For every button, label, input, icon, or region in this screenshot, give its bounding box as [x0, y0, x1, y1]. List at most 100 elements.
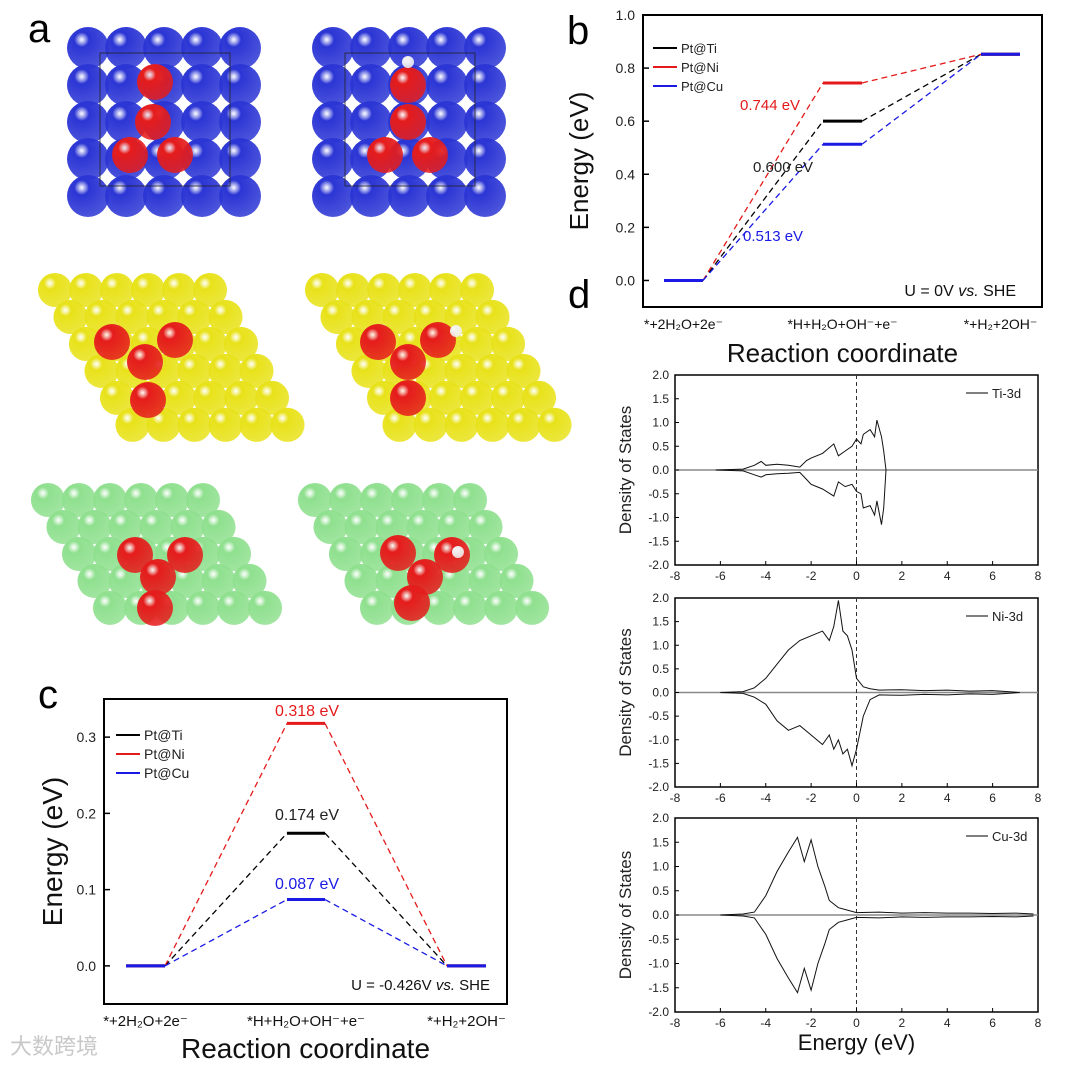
panel-label-d: d: [568, 273, 590, 317]
y-tick-label: 0.0: [652, 908, 669, 922]
pt-atom: [157, 322, 193, 358]
ni-atom: [397, 272, 433, 308]
pt-atom: [380, 535, 416, 571]
ti-atom: [67, 138, 109, 180]
ni-atom: [506, 353, 541, 388]
ti-atom: [219, 101, 261, 143]
x-tick-label: 2: [899, 791, 906, 805]
ni-atom: [115, 299, 150, 335]
y-tick-label: 0.0: [77, 958, 97, 974]
legend-label: Pt@Cu: [144, 765, 189, 781]
y-tick-label: 0.0: [616, 272, 636, 288]
dos-subplot-Ti-3d: -2.0 -1.5 -1.0 -0.5 0.0 0.5 1.0 1.5 2.0 -8 -6 -4 -2 0…: [616, 368, 1042, 583]
y-tick-label: 2.0: [652, 368, 669, 382]
pt-atom: [390, 67, 426, 103]
y-axis-title: Density of States: [616, 406, 635, 535]
y-tick-label: -1.0: [648, 733, 669, 747]
ti-atom: [143, 175, 185, 217]
x-tick-label: 0: [853, 1016, 860, 1030]
cu-atom: [154, 482, 190, 518]
y-tick-label: -2.0: [648, 1005, 669, 1019]
y-tick-label: 1.0: [616, 7, 636, 23]
y-tick-label: 1.0: [652, 860, 669, 874]
h-atom: [452, 546, 464, 558]
x-tick-label: -2: [806, 791, 817, 805]
y-tick-label: 0.5: [652, 662, 669, 676]
legend-label: Pt@Ti: [681, 41, 717, 56]
series-Pt@Cu: [126, 898, 486, 968]
x-tick-label: 4: [944, 569, 951, 583]
ti-atom: [219, 64, 261, 106]
dos-curve-spin-up: [715, 419, 887, 471]
y-tick-label: -1.5: [648, 756, 669, 770]
ni-atom: [53, 299, 88, 335]
h-atom: [402, 56, 414, 68]
ni-atom: [366, 272, 402, 308]
pt-atom: [135, 104, 171, 140]
cu-atom: [123, 482, 159, 518]
x-tick-label: 4: [944, 1016, 951, 1030]
ni-atom: [68, 326, 104, 361]
ni-atom: [223, 380, 259, 415]
panel-label-b: b: [567, 9, 589, 53]
ni-atom: [177, 407, 212, 442]
transition-line: [324, 723, 448, 967]
barrier-annotation: 0.600 eV: [753, 159, 813, 176]
cu-atom: [61, 536, 97, 571]
ni-atom: [161, 380, 197, 415]
ni-atom: [335, 272, 371, 308]
ti-atom: [219, 175, 261, 217]
ti-atom: [105, 101, 147, 143]
x-tick-label: 2: [899, 569, 906, 583]
cu-atom: [359, 482, 395, 518]
y-tick-label: 2.0: [652, 591, 669, 605]
ti-atom: [105, 64, 147, 106]
y-tick-label: 0.6: [616, 113, 636, 129]
y-tick-label: 0.5: [652, 884, 669, 898]
ni-atom: [239, 407, 274, 442]
legend-label: Ti-3d: [992, 386, 1021, 401]
ti-atom: [181, 27, 223, 69]
ti-atom: [143, 27, 185, 69]
ti-atom: [388, 27, 430, 69]
dos-subplot-Cu-3d: -2.0 -1.5 -1.0 -0.5 0.0 0.5 1.0 1.5 2.0 -8 -6 -4 -2 0…: [616, 811, 1042, 1030]
ni-atom: [270, 407, 305, 442]
cu-atom: [77, 563, 112, 598]
ni-atom: [177, 353, 212, 388]
ti-atom: [350, 101, 392, 143]
ni-atom: [208, 353, 243, 388]
ni-atom: [208, 407, 243, 442]
free-energy-diagram-b: 0.0 0.2 0.4 0.6 0.8 1.0 *+2H₂O+2e⁻ *H+H₂O+OH⁻+e…: [564, 7, 1043, 368]
barrier-annotation: 0.174 eV: [275, 807, 339, 824]
series-Pt@Cu: [664, 52, 1020, 282]
cu-atom: [92, 536, 128, 571]
x-tick-label: -6: [715, 569, 726, 583]
cu-atom: [92, 482, 128, 518]
dos-curve-spin-up: [720, 600, 1020, 693]
pt-atom: [420, 322, 456, 358]
x-tick-label: 6: [989, 569, 996, 583]
panel-label-c: c: [38, 673, 58, 717]
ni-atom: [223, 326, 259, 361]
dos-plots: -2.0-1.5-1.0-0.50.00.51.01.52.0-8 -6 -4 -2 0…: [616, 368, 1042, 1055]
pt-atom: [394, 585, 430, 621]
transition-line: [164, 832, 288, 967]
barrier-annotation: 0.087 eV: [275, 876, 339, 893]
legend-label: Pt@Ni: [144, 746, 185, 762]
ni-atom: [537, 407, 572, 442]
ni-atom: [444, 407, 479, 442]
cu-atom: [421, 482, 457, 518]
x-tick-label: -2: [806, 569, 817, 583]
cu-slab: [297, 482, 550, 625]
ti-atom: [181, 175, 223, 217]
y-tick-label: 0.1: [77, 882, 97, 898]
cu-atom: [170, 563, 205, 598]
plot-frame: [103, 698, 508, 1005]
ti-atom: [464, 175, 506, 217]
cu-atom: [437, 563, 472, 598]
ti-atom: [426, 64, 468, 106]
transition-line: [164, 723, 288, 967]
transition-line: [861, 53, 982, 122]
ni-atom: [68, 272, 104, 308]
cu-atom: [344, 563, 379, 598]
